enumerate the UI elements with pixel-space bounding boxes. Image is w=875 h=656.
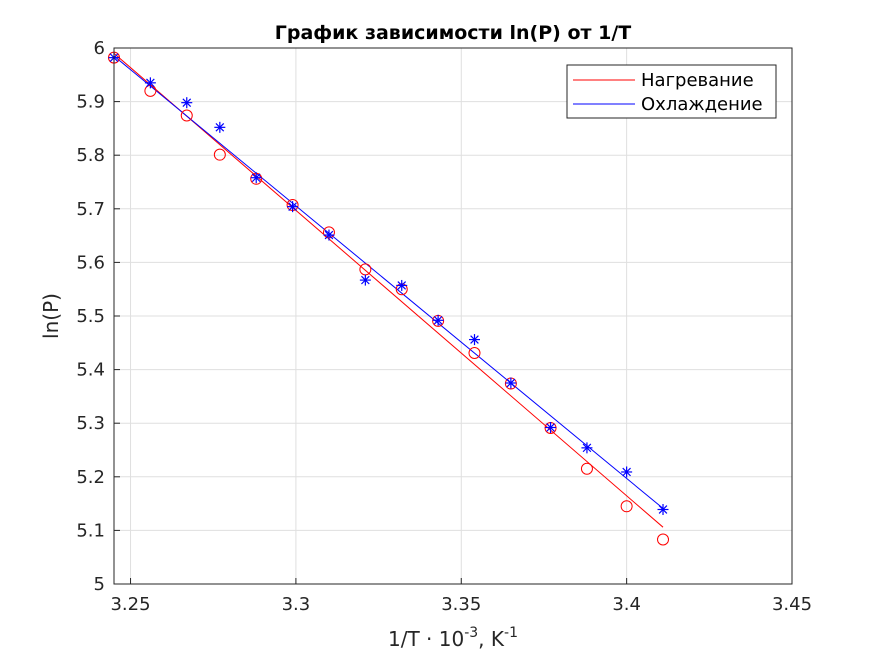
- x-tick-label: 3.45: [772, 594, 812, 615]
- legend-label: Охлаждение: [641, 94, 763, 115]
- x-axis-label-main: 1/T · 10: [388, 627, 464, 651]
- y-tick-label: 5.7: [76, 199, 105, 220]
- y-axis-label: ln(P): [39, 293, 63, 339]
- data-point-asterisk: [621, 466, 633, 478]
- data-point-asterisk: [287, 201, 299, 213]
- y-tick-label: 5.4: [76, 360, 105, 381]
- asterisk-stroke: [182, 98, 192, 107]
- chart-title: График зависимости ln(P) от 1/T: [275, 22, 632, 44]
- y-tick-label: 6: [94, 38, 105, 59]
- asterisk-stroke: [324, 230, 334, 240]
- fit-lines: [113, 52, 664, 528]
- asterisk-stroke: [658, 505, 668, 514]
- x-axis-label-unit: , K: [478, 627, 505, 651]
- x-tick-label: 3.25: [110, 594, 150, 615]
- y-tick-label: 5.8: [76, 145, 105, 166]
- asterisk-stroke: [288, 202, 297, 211]
- asterisk-stroke: [622, 467, 631, 477]
- asterisk-stroke: [470, 335, 479, 344]
- data-point-asterisk: [359, 274, 371, 286]
- asterisk-stroke: [215, 123, 225, 132]
- legend-box: [566, 64, 777, 119]
- y-tick-label: 5.5: [76, 306, 105, 327]
- data-point-asterisk: [657, 503, 669, 515]
- x-axis-label: 1/T · 10-3, K-1: [388, 625, 518, 651]
- asterisk-stroke: [433, 315, 443, 325]
- y-tick-label: 5.9: [76, 92, 105, 113]
- data-point-circle: [620, 500, 633, 513]
- data-point-circle: [580, 462, 593, 475]
- asterisk-stroke: [582, 443, 592, 453]
- y-tick-label: 5.6: [76, 252, 105, 273]
- data-point-asterisk: [323, 229, 335, 241]
- data-point-circle: [468, 346, 481, 359]
- data-point-circle: [213, 148, 226, 161]
- y-tick-label: 5: [94, 574, 105, 595]
- asterisk-stroke: [146, 78, 155, 88]
- data-point-asterisk: [545, 421, 557, 433]
- y-tick-label: 5.1: [76, 520, 105, 541]
- data-point-asterisk: [468, 334, 480, 346]
- y-tick-label: 5.3: [76, 413, 105, 434]
- x-tick-label: 3.3: [282, 594, 311, 615]
- asterisk-stroke: [397, 281, 407, 290]
- data-point-asterisk: [581, 442, 593, 454]
- x-axis-label-exponent-1: -3: [464, 625, 478, 641]
- data-point-circle: [657, 533, 670, 546]
- legend: Нагревание Охлаждение: [566, 64, 777, 119]
- x-tick-label: 3.4: [612, 594, 641, 615]
- asterisk-stroke: [546, 423, 555, 432]
- data-point-asterisk: [250, 172, 262, 184]
- asterisk-stroke: [506, 378, 516, 388]
- data-point-asterisk: [144, 77, 156, 89]
- data-point-asterisk: [214, 121, 226, 133]
- data-point-asterisk: [505, 377, 517, 389]
- fit-line: [113, 52, 664, 528]
- data-point-asterisk: [432, 314, 444, 326]
- axis-ticks: 3.25 3.3 3.35 3.4 3.45 5 5.1 5.2 5.3 5.4 5.5 5.6 5.7…: [76, 38, 812, 615]
- asterisk-stroke: [361, 275, 370, 285]
- fit-line: [113, 55, 664, 509]
- x-tick-label: 3.35: [441, 594, 481, 615]
- x-axis-label-exponent-2: -1: [504, 625, 518, 641]
- y-tick-label: 5.2: [76, 467, 105, 488]
- data-point-asterisk: [181, 97, 193, 109]
- data-point-circle: [180, 109, 193, 122]
- legend-label: Нагревание: [641, 70, 754, 91]
- data-point-asterisk: [396, 279, 408, 291]
- asterisk-stroke: [251, 173, 261, 183]
